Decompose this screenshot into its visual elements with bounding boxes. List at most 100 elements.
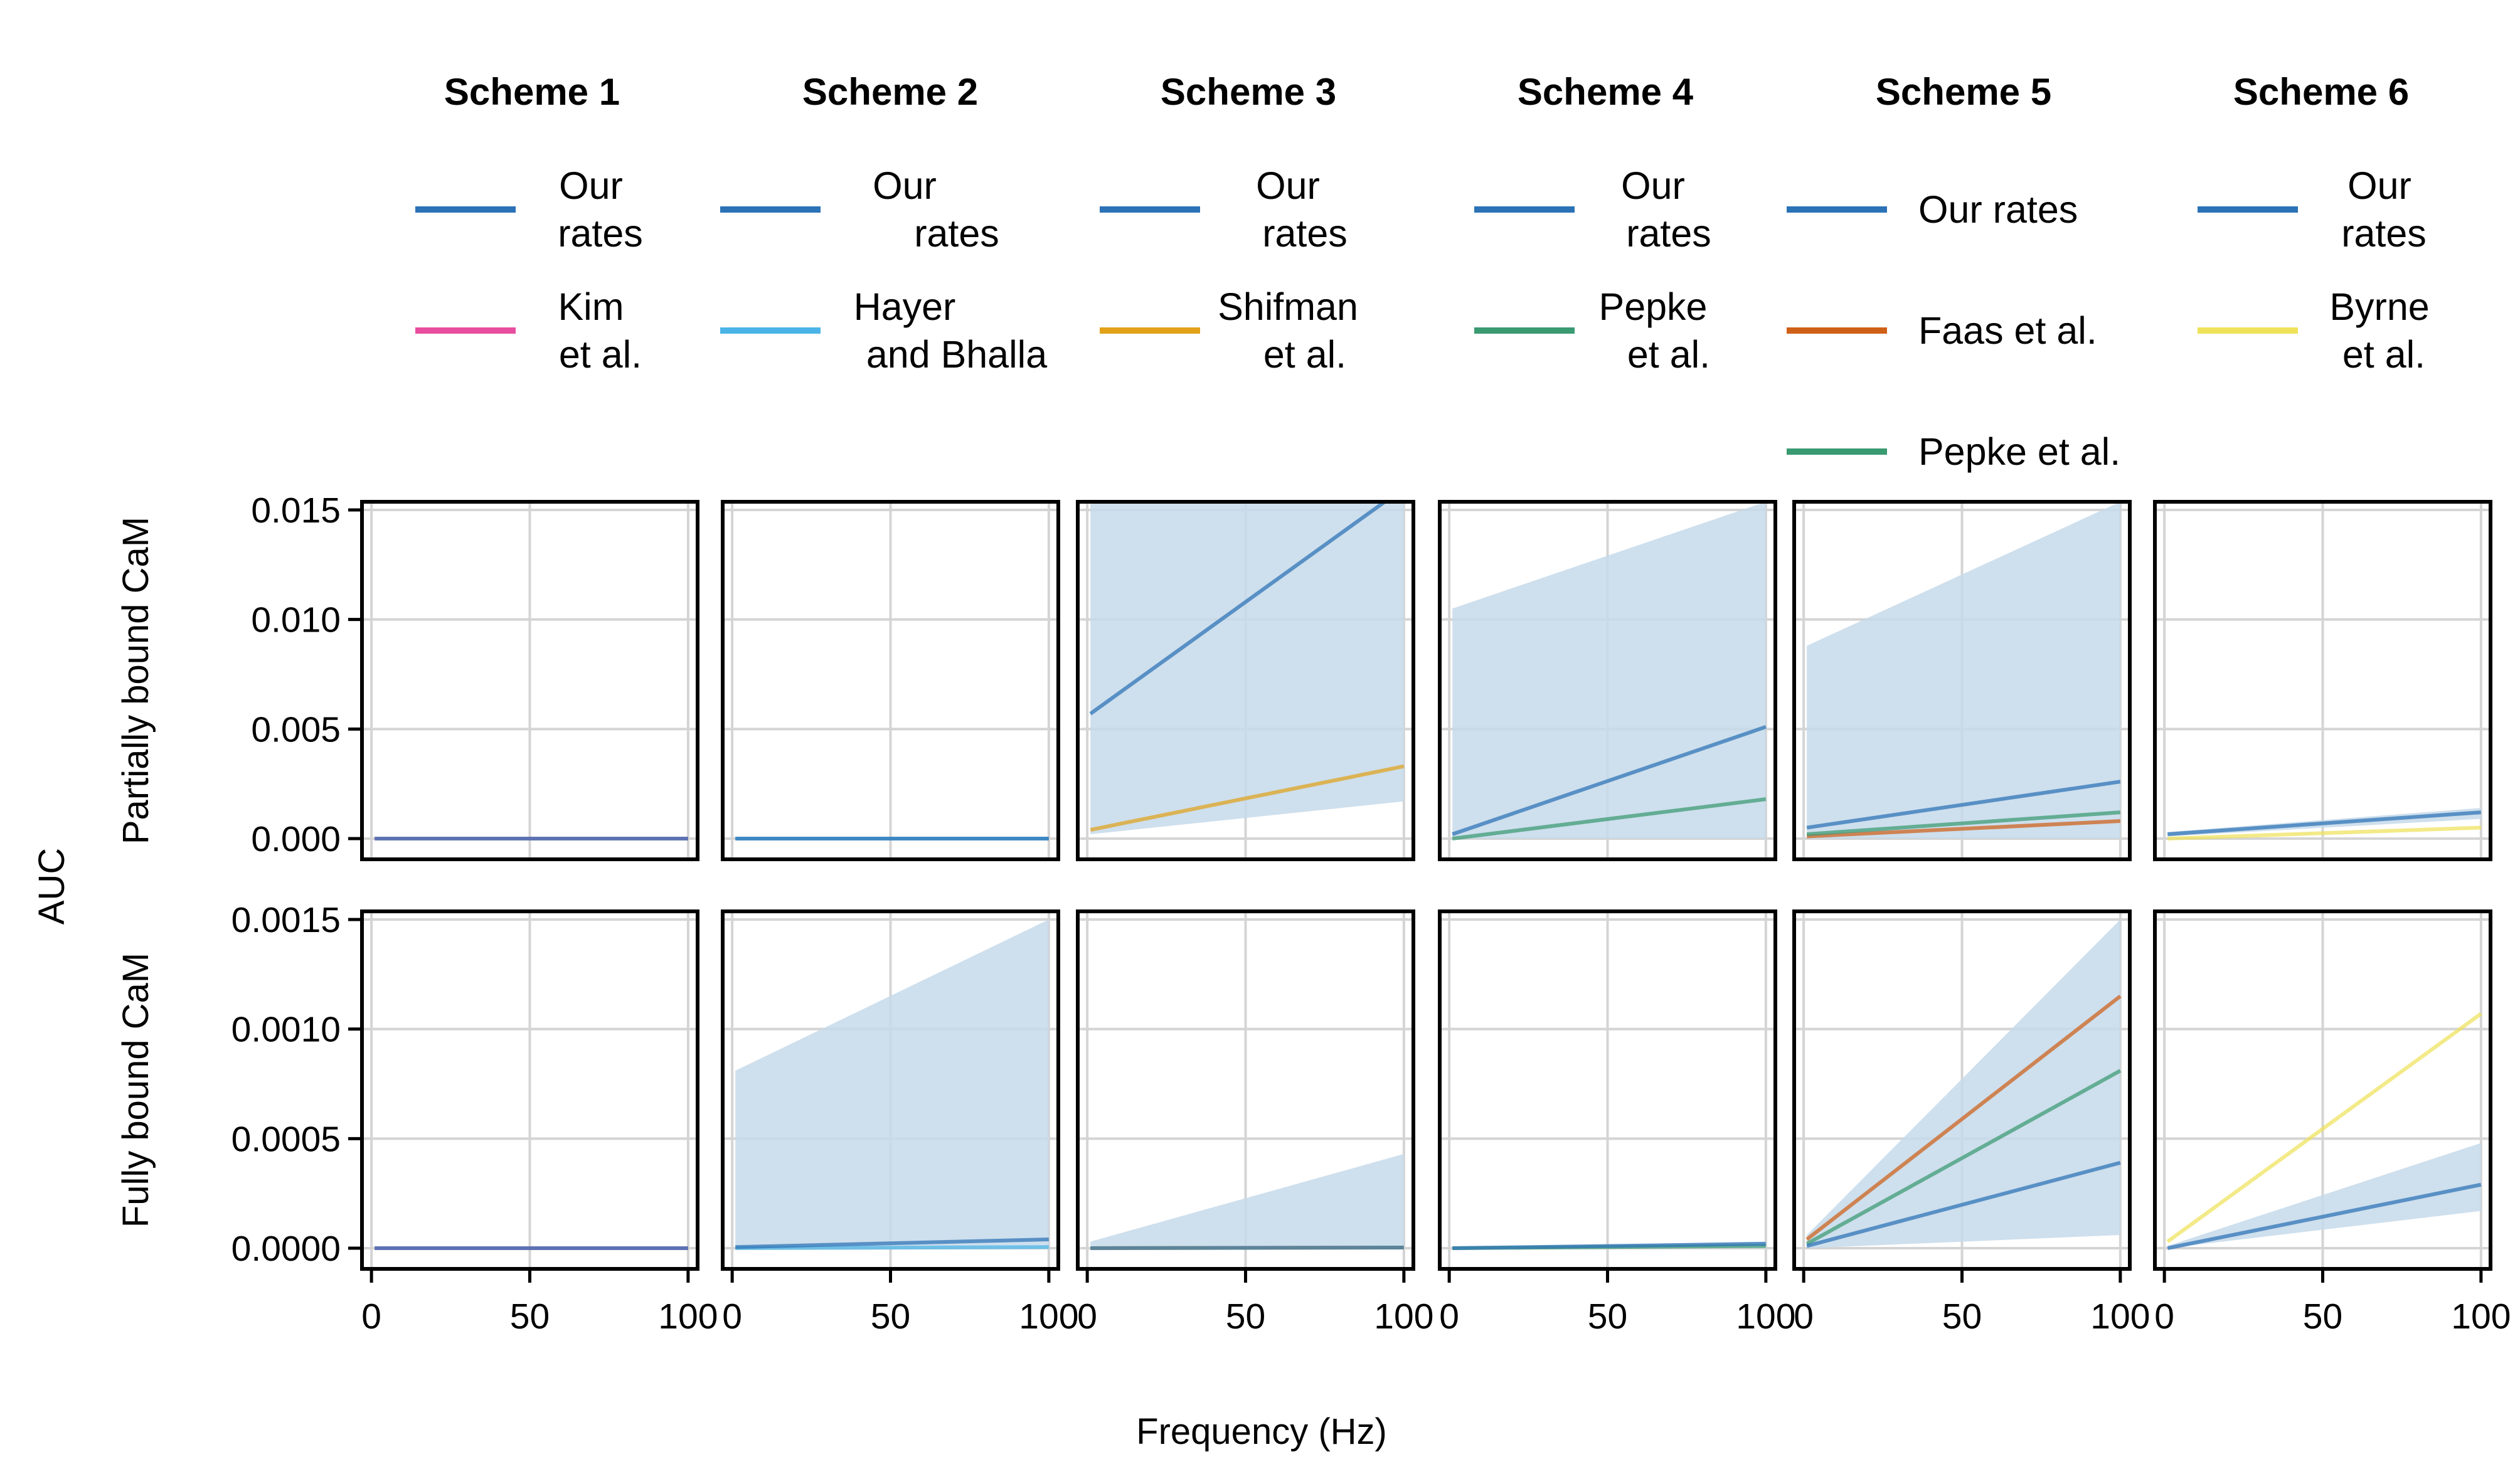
confidence-band	[1452, 502, 1766, 839]
legend-scheme-3: Scheme 3 Our rates Shifman et al.	[1100, 71, 1358, 376]
panel-r1-c6	[2153, 500, 2492, 861]
x-tick-label: 0	[2154, 1296, 2174, 1337]
panel-plot-area	[1440, 911, 1775, 1269]
legend-header: Scheme 2	[802, 71, 978, 113]
legend-header: Scheme 4	[1518, 71, 1694, 113]
legend-label: Our	[1621, 164, 1685, 207]
legend-scheme-6: Scheme 6 Our rates Byrne et al.	[2198, 71, 2430, 376]
x-tick-label: 100	[1736, 1296, 1795, 1337]
legend-header: Scheme 1	[444, 71, 620, 113]
legend-scheme-2: Scheme 2 Our rates Hayer and Bhalla	[720, 71, 1047, 376]
legend-label: Our rates	[1918, 188, 2078, 231]
x-tick-label: 50	[1588, 1296, 1627, 1337]
series-line-our_rates	[1452, 725, 1767, 836]
panel-frame	[1792, 500, 2132, 861]
panel-r1-c4	[1438, 500, 1777, 861]
series-line-pepke	[1452, 797, 1767, 840]
x-tick-label: 0	[1439, 1296, 1459, 1337]
panel-plot-area	[2155, 502, 2491, 859]
y-tick-label: 0.0000	[231, 1229, 341, 1269]
x-tick-label: 100	[2090, 1296, 2150, 1337]
confidence-band	[1807, 502, 2120, 839]
legend-label: rates	[558, 212, 643, 255]
legend-header: Scheme 6	[2233, 71, 2409, 113]
legend-label: Our	[2347, 164, 2411, 207]
legend-label: Byrne	[2329, 285, 2429, 328]
panel-r2-c1: 0.0000 0.0005 0.0010 0.0015 Fully bound CaM 0…	[115, 900, 718, 1337]
legend-label: Our	[559, 164, 623, 207]
panel-plot-area	[1794, 911, 2130, 1269]
panel-plot-area	[1794, 502, 2130, 859]
series-line-byrne	[2167, 825, 2481, 840]
legend-header: Scheme 5	[1876, 71, 2051, 113]
panel-r2-c5: 0 50 100	[1792, 909, 2150, 1337]
confidence-band	[735, 920, 1049, 1248]
x-tick-label: 50	[510, 1296, 550, 1337]
panel-r2-c4: 0 50 100	[1438, 909, 1795, 1337]
legend-label: et al.	[1263, 333, 1346, 376]
panel-plot-area	[362, 502, 698, 859]
legend-label: et al.	[1627, 333, 1710, 376]
y-tick-label: 0.000	[251, 819, 341, 859]
legend-label: Shifman	[1218, 285, 1358, 328]
series-line-our_rates	[2167, 1182, 2482, 1250]
legend-label: et al.	[2342, 333, 2425, 376]
confidence-band	[2167, 1143, 2481, 1248]
legend-area: Scheme 1 Our rates Kim et al. Scheme 2 Our rate…	[415, 71, 2430, 473]
legend-label: Our	[873, 164, 937, 207]
legend-header: Scheme 3	[1161, 71, 1336, 113]
row-label: Fully bound CaM	[115, 953, 156, 1227]
legend-label: rates	[1626, 212, 1711, 255]
panel-plot-area	[1440, 502, 1775, 859]
legend-label: rates	[2341, 212, 2427, 255]
legend-label: Pepke	[1599, 285, 1708, 328]
series-line-byrne	[2166, 1012, 2482, 1243]
panel-r1-c5	[1792, 500, 2132, 861]
legend-label: and Bhalla	[866, 333, 1047, 376]
series-line-hayer	[735, 1245, 1049, 1250]
y-tick-label: 0.010	[251, 600, 341, 640]
x-tick-label: 0	[1077, 1296, 1097, 1337]
legend-label: rates	[1262, 212, 1348, 255]
panel-r2-c6: 0 50 100	[2153, 909, 2511, 1337]
super-y-label: AUC	[31, 848, 72, 925]
x-tick-label: 0	[361, 1296, 381, 1337]
y-tick-label: 0.0010	[231, 1010, 341, 1050]
series-line-faas	[1807, 819, 2121, 839]
panel-r1-c3	[1076, 500, 1415, 861]
panel-frame	[1076, 500, 1415, 861]
legend-label: et al.	[559, 333, 642, 376]
x-tick-label: 0	[1794, 1296, 1814, 1337]
row-label: Partially bound CaM	[115, 517, 156, 844]
x-tick-label: 50	[2303, 1296, 2342, 1337]
panel-r1-c2	[721, 500, 1060, 861]
panel-r1-c1: 0.000 0.005 0.010 0.015 Partially bound CaM	[115, 490, 699, 861]
panel-frame	[1438, 500, 1777, 861]
y-tick-label: 0.0005	[231, 1119, 341, 1159]
confidence-band	[1807, 920, 2120, 1248]
panel-r2-c2: 0 50 100	[721, 909, 1078, 1337]
legend-scheme-5: Scheme 5 Our rates Faas et al. Pepke et al.	[1787, 71, 2120, 473]
confidence-band	[1090, 1153, 1404, 1248]
x-tick-label: 50	[1942, 1296, 1982, 1337]
x-tick-label: 100	[658, 1296, 718, 1337]
legend-label: Our	[1256, 164, 1320, 207]
legend-scheme-1: Scheme 1 Our rates Kim et al.	[415, 71, 643, 376]
x-tick-label: 50	[871, 1296, 910, 1337]
y-tick-label: 0.005	[251, 709, 341, 750]
x-tick-label: 100	[1374, 1296, 1433, 1337]
panel-frame	[360, 500, 699, 861]
x-tick-label: 0	[722, 1296, 742, 1337]
panel-r2-c3: 0 50 100	[1076, 909, 1433, 1337]
y-tick-label: 0.0015	[231, 900, 341, 940]
series-line-pepke	[1806, 810, 2121, 837]
panel-frame	[721, 500, 1060, 861]
series-line-our_rates	[2167, 810, 2482, 837]
confidence-band	[1090, 502, 1404, 835]
x-tick-label: 100	[2451, 1296, 2511, 1337]
x-tick-label: 100	[1019, 1296, 1078, 1337]
series-line-our_rates	[1806, 1160, 2121, 1248]
series-line-pepke	[1805, 1069, 2122, 1246]
